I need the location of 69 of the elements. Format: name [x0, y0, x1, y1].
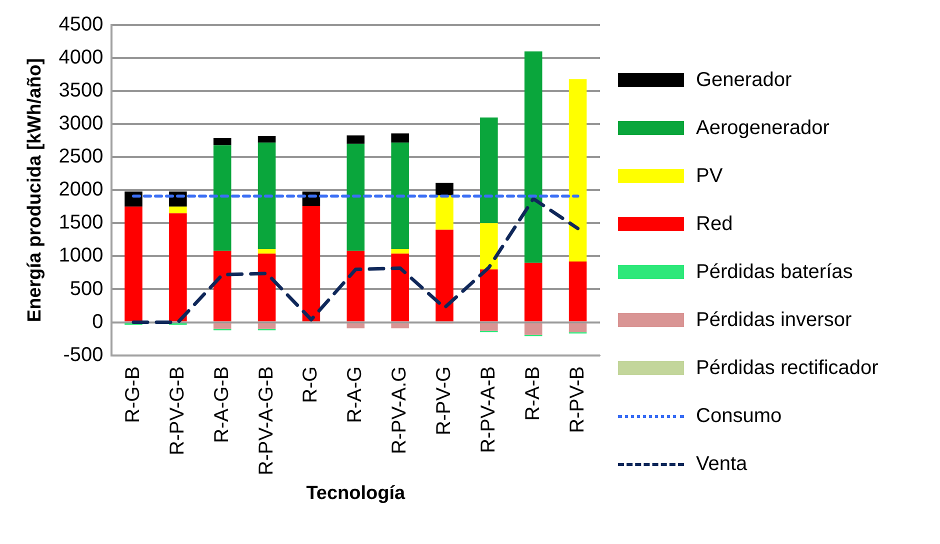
bar [213, 138, 232, 146]
y-tick-label: 0 [92, 310, 104, 333]
bar [213, 323, 232, 329]
bar [436, 195, 454, 230]
bar [524, 323, 542, 335]
x-tick-label: R-A-G-B [210, 366, 233, 443]
bar [302, 206, 320, 322]
y-tick-label: 3000 [58, 112, 104, 135]
legend-label: Generador [696, 68, 792, 92]
bar [346, 250, 365, 322]
bar [124, 191, 142, 207]
bar [213, 145, 232, 251]
y-tick-label: -500 [63, 344, 104, 366]
bar [258, 254, 276, 322]
legend-label: Pérdidas rectificador [696, 356, 878, 380]
bar [480, 323, 498, 331]
bar [258, 136, 276, 143]
bar [524, 51, 542, 263]
x-tick-label: R-PV-A-B [477, 366, 500, 453]
legend-label: Pérdidas baterías [696, 260, 853, 284]
bar [346, 135, 365, 144]
bar [568, 262, 587, 322]
y-tick-label: 1000 [58, 244, 104, 267]
bar [436, 182, 454, 196]
bar [258, 248, 276, 254]
x-axis-title: Tecnología [306, 482, 406, 504]
bar [213, 250, 232, 322]
bar [480, 223, 498, 270]
bar [391, 133, 409, 143]
legend-label: PV [696, 164, 723, 188]
bar [480, 269, 498, 322]
bar [258, 323, 276, 329]
bar [391, 248, 409, 254]
legend-label: Pérdidas inversor [696, 308, 852, 332]
y-tick-label: 3500 [58, 80, 104, 102]
bar [391, 323, 409, 328]
line-series [132, 196, 580, 324]
bar [124, 206, 142, 322]
x-tick-label: R-G-B [122, 366, 144, 423]
bar [568, 323, 587, 332]
bar [524, 262, 542, 322]
bar [436, 230, 454, 322]
bar [480, 117, 498, 224]
legend-label: Red [696, 212, 733, 236]
bar [391, 254, 409, 322]
bar [169, 213, 187, 322]
x-tick-label: R-PV-G-B [166, 366, 188, 456]
x-tick-label: R-PV-A-G-B [255, 366, 278, 476]
legend-label: Aerogenerador [696, 116, 830, 140]
bar [169, 206, 187, 214]
bar [391, 142, 409, 249]
y-tick-label: 1500 [58, 212, 104, 234]
x-tick-label: R-A-B [522, 366, 544, 421]
y-tick-label: 2500 [58, 146, 104, 168]
x-tick-label: R-A-G [344, 366, 366, 423]
x-tick-label: R-PV-A.G [388, 366, 411, 454]
bar [346, 144, 365, 251]
x-tick-label: R-PV-B [566, 366, 588, 433]
y-tick-label: 4500 [58, 14, 104, 36]
bar [258, 142, 276, 249]
y-tick-label: 500 [70, 278, 104, 300]
bar [568, 79, 587, 262]
x-tick-label: R-PV-G [433, 366, 456, 436]
y-tick-label: 4000 [58, 46, 104, 69]
x-tick-label: R-G [300, 366, 322, 403]
y-tick-label: 2000 [58, 178, 104, 201]
legend-label: Consumo [696, 404, 782, 428]
y-axis-title: Energía producida [kWh/año] [24, 58, 46, 322]
legend-label: Venta [696, 452, 748, 476]
